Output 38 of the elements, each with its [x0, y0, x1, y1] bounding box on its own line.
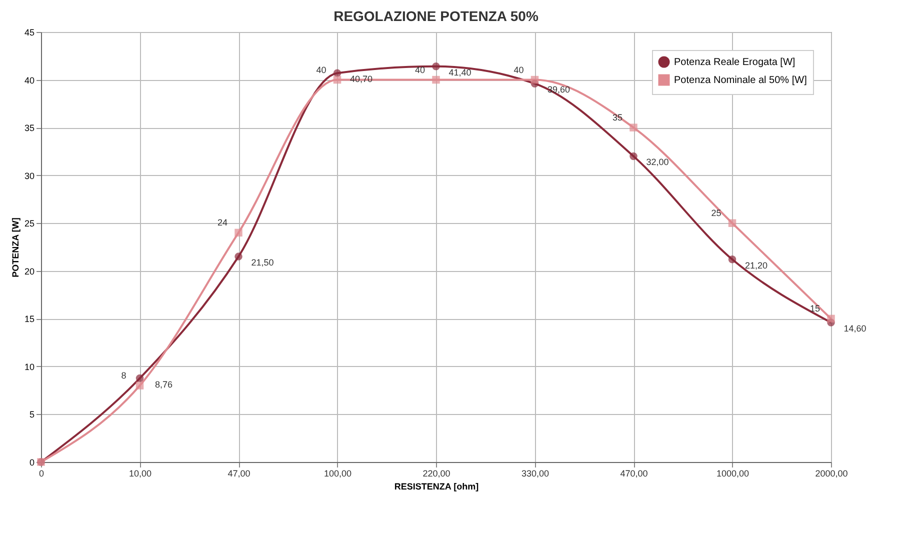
data-label: 40: [514, 64, 524, 75]
y-tick-label: 0: [29, 458, 34, 468]
x-tick-label: 10,00: [128, 468, 152, 478]
y-tick-label: 35: [24, 123, 34, 134]
data-label: 21,50: [251, 258, 274, 268]
data-label: 15: [810, 304, 820, 314]
y-tick-label: 20: [24, 266, 34, 276]
data-label: 24: [217, 218, 228, 228]
x-tick-label: 0: [38, 468, 44, 478]
chart-title: REGOLAZIONE POTENZA 50%: [334, 8, 539, 24]
x-tick-label: 470,00: [620, 468, 648, 478]
x-tick-label: 100,00: [324, 468, 352, 478]
x-tick-label: 47,00: [228, 468, 250, 478]
y-tick-label: 25: [24, 218, 34, 229]
y-tick-label: 5: [29, 410, 34, 420]
x-axis-title: RESISTENZA [ohm]: [394, 482, 479, 492]
legend-label: Potenza Reale Erogata [W]: [674, 57, 796, 68]
y-tick-label: 40: [24, 75, 34, 86]
x-tick-label: 220,00: [422, 468, 450, 478]
data-label: 21,20: [744, 260, 768, 270]
y-tick-label: 15: [24, 314, 34, 324]
data-label: 41,40: [448, 67, 472, 78]
x-tick-label: 2000,00: [815, 468, 848, 478]
data-label: 40,70: [350, 74, 373, 84]
data-label: 8,76: [154, 379, 173, 390]
y-axis-title: POTENZA [W]: [10, 218, 20, 278]
y-tick-label: 10: [24, 362, 34, 372]
x-tick-label: 1000,00: [716, 468, 750, 478]
data-label: 32,00: [646, 157, 669, 168]
y-tick-label: 30: [24, 170, 34, 181]
data-label: 8: [121, 370, 126, 381]
data-label: 40: [414, 64, 426, 75]
y-tick-label: 45: [24, 28, 34, 38]
x-tick-label: 330,00: [521, 468, 550, 478]
data-label: 14,60: [844, 323, 866, 334]
data-label: 40: [316, 64, 326, 75]
legend-label: Potenza Nominale al 50% [W]: [674, 75, 808, 86]
data-label: 25: [711, 208, 722, 218]
